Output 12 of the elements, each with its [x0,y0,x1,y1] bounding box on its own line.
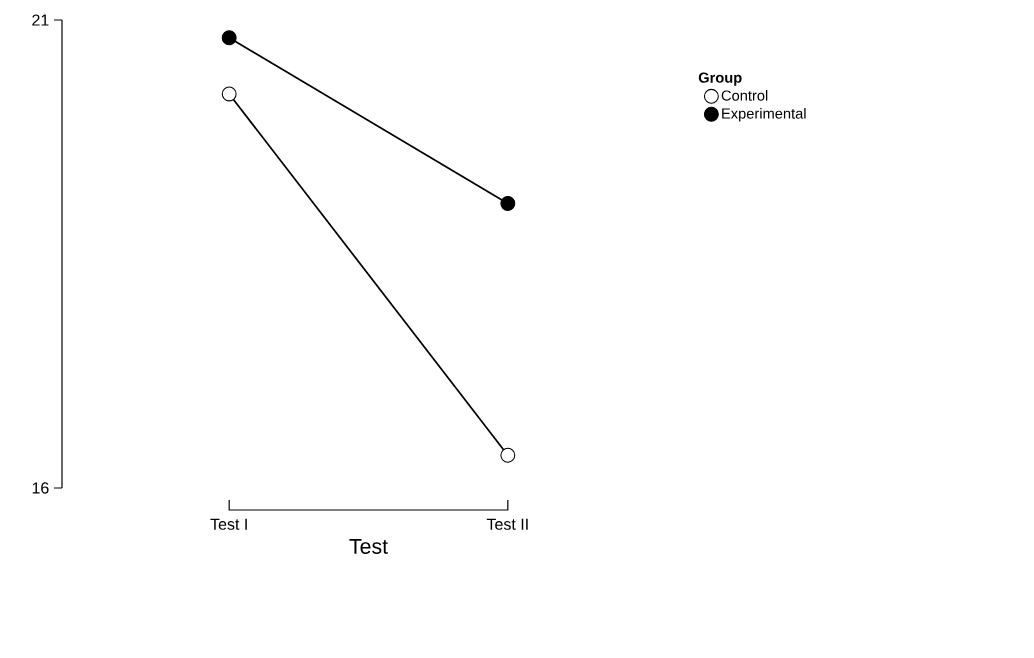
y-tick-label: 16 [32,482,49,494]
x-tick-label: Test I [210,518,247,530]
point [500,447,516,463]
legend-label: Control [721,89,768,101]
legend-label: Experimental [722,107,806,122]
legend-title: Group [698,72,742,86]
point [221,30,237,46]
point [221,86,237,102]
x-tick-label: Test II [486,518,528,530]
x-axis-title: Test [349,539,388,554]
y-tick-label: 21 [32,14,49,26]
point [500,195,516,211]
